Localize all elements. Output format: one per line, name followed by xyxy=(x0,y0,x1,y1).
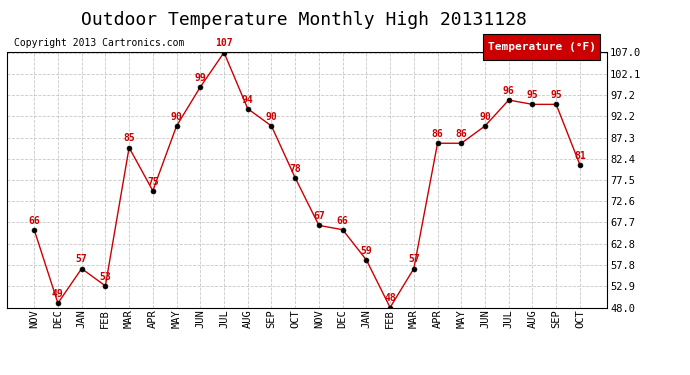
Text: Temperature (°F): Temperature (°F) xyxy=(488,42,595,52)
Text: 95: 95 xyxy=(551,90,562,100)
Text: 96: 96 xyxy=(503,86,515,96)
Text: 59: 59 xyxy=(360,246,372,256)
Text: 99: 99 xyxy=(195,73,206,83)
Text: 57: 57 xyxy=(76,254,88,264)
Text: Copyright 2013 Cartronics.com: Copyright 2013 Cartronics.com xyxy=(14,38,184,48)
Text: 90: 90 xyxy=(479,112,491,122)
Text: 94: 94 xyxy=(242,94,254,105)
Text: 95: 95 xyxy=(526,90,538,100)
Text: 81: 81 xyxy=(574,151,586,161)
Text: Outdoor Temperature Monthly High 20131128: Outdoor Temperature Monthly High 2013112… xyxy=(81,11,526,29)
Text: 67: 67 xyxy=(313,211,325,221)
Text: 75: 75 xyxy=(147,177,159,187)
Text: 90: 90 xyxy=(170,112,182,122)
Text: 86: 86 xyxy=(455,129,467,139)
Text: 53: 53 xyxy=(99,272,111,282)
Text: 90: 90 xyxy=(266,112,277,122)
Text: 107: 107 xyxy=(215,38,233,48)
Text: 86: 86 xyxy=(432,129,444,139)
Text: 66: 66 xyxy=(337,216,348,225)
Text: 78: 78 xyxy=(289,164,301,174)
Text: 49: 49 xyxy=(52,289,63,299)
Text: 85: 85 xyxy=(124,134,135,143)
Text: 57: 57 xyxy=(408,254,420,264)
Text: 48: 48 xyxy=(384,293,396,303)
Text: 66: 66 xyxy=(28,216,40,225)
